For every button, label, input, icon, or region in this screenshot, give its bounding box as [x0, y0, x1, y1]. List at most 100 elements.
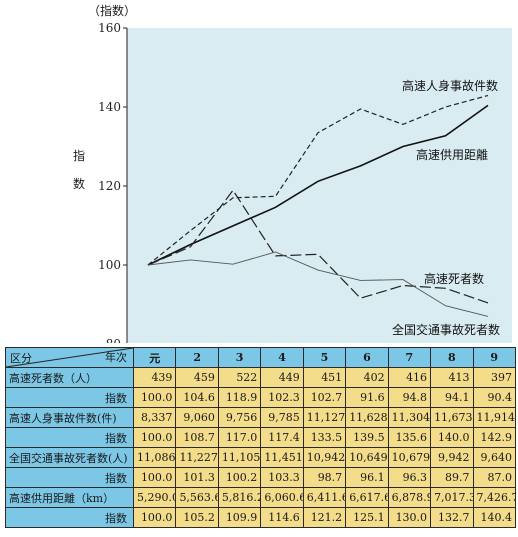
index-cell: 117.0: [217, 427, 262, 448]
index-cell: 104.6: [175, 387, 219, 408]
value-cell: 439: [132, 367, 177, 388]
year-header-cell: 元: [132, 347, 177, 368]
year-header-cell: 6: [345, 347, 389, 368]
plot-area: [127, 28, 512, 343]
value-cell: 11,086: [132, 447, 177, 468]
value-cell: 5,563.6: [175, 487, 219, 508]
table-header-row: 区分 年次元 2 3 4 5 6 7 8 9: [5, 347, 516, 368]
table-row: 全国交通事故死者数(人) 11,086 11,227 11,105 11,451 10,9…: [5, 447, 516, 468]
index-cell: 100.2: [217, 467, 262, 488]
series-label: 全国交通事故死者数: [392, 322, 500, 337]
index-cell: 102.7: [302, 387, 347, 408]
value-cell: 8,337: [132, 407, 177, 428]
index-cell: 121.2: [302, 507, 347, 528]
index-cell: 94.1: [430, 387, 474, 408]
value-cell: 9,942: [430, 447, 474, 468]
index-cell: 87.0: [472, 467, 516, 488]
index-cell: 135.6: [387, 427, 432, 448]
index-cell: 142.9: [472, 427, 516, 448]
index-cell: 89.7: [430, 467, 474, 488]
value-cell: 11,628: [345, 407, 389, 428]
value-cell: 459: [175, 367, 219, 388]
value-cell: 10,942: [302, 447, 347, 468]
value-cell: 5,290.0: [132, 487, 177, 508]
year-header-cell: 5: [302, 347, 347, 368]
year-header-cell: 4: [260, 347, 304, 368]
value-cell: 449: [260, 367, 304, 388]
table-row: 高速供用距離（km） 5,290.0 5,563.6 5,816.2 6,060.6 6,…: [5, 487, 516, 508]
index-cell: 108.7: [175, 427, 219, 448]
value-cell: 522: [217, 367, 262, 388]
value-cell: 402: [345, 367, 389, 388]
corner-label-category: 区分: [10, 352, 32, 365]
index-cell: 140.0: [430, 427, 474, 448]
index-cell: 109.9: [217, 507, 262, 528]
index-cell: 132.7: [430, 507, 474, 528]
value-cell: 10,679: [387, 447, 432, 468]
index-cell: 102.3: [260, 387, 304, 408]
value-cell: 10,649: [345, 447, 389, 468]
value-cell: 9,640: [472, 447, 516, 468]
index-label: 指数: [5, 427, 134, 448]
row-label: 高速供用距離（km）: [5, 487, 134, 508]
row-label: 全国交通事故死者数(人): [5, 447, 134, 468]
value-cell: 6,060.6: [260, 487, 304, 508]
y-axis-title: 指数: [72, 149, 85, 191]
index-cell: 100.0: [132, 387, 177, 408]
series-line-2: [147, 104, 489, 266]
value-cell: 416: [387, 367, 432, 388]
year-header-cell: 2: [175, 347, 219, 368]
value-cell: 11,127: [302, 407, 347, 428]
y-tick-label: 80: [106, 337, 121, 343]
index-cell: 98.7: [302, 467, 347, 488]
value-cell: 11,304: [387, 407, 432, 428]
value-cell: 11,105: [217, 447, 262, 468]
corner-label-year: 年次: [105, 351, 127, 364]
index-cell: 125.1: [345, 507, 389, 528]
index-cell: 90.4: [472, 387, 516, 408]
y-tick-label: 120: [98, 179, 121, 193]
index-cell: 103.3: [260, 467, 304, 488]
y-tick-label: 100: [98, 258, 121, 272]
value-cell: 7,017.3: [430, 487, 474, 508]
series-label: 高速人身事故件数: [402, 78, 498, 93]
index-cell: 100.0: [132, 507, 177, 528]
index-cell: 94.8: [387, 387, 432, 408]
value-cell: 451: [302, 367, 347, 388]
series-line-1: [147, 94, 489, 266]
index-cell: 100.0: [132, 467, 177, 488]
value-cell: 11,673: [430, 407, 474, 428]
value-cell: 6,878.9: [387, 487, 432, 508]
year-header-cell: 8: [430, 347, 474, 368]
value-cell: 9,756: [217, 407, 262, 428]
index-label: 指数: [5, 467, 134, 488]
table-row-index: 指数 100.0 101.3 100.2 103.3 98.7 96.1 96.3 89.7 87…: [5, 467, 516, 488]
y-axis-unit: （指数）: [88, 4, 137, 18]
data-table: 区分 年次元 2 3 4 5 6 7 8 9 高速死者数（人） 439 459 522 449 451 402 4…: [5, 347, 516, 528]
series-line-3: [147, 189, 489, 304]
index-cell: 140.4: [472, 507, 516, 528]
y-tick-label: 160: [98, 21, 121, 35]
index-cell: 96.3: [387, 467, 432, 488]
table-row-index: 指数 100.0 105.2 109.9 114.6 121.2 125.1 130.0 132…: [5, 507, 516, 528]
index-label: 指数: [5, 507, 134, 528]
index-cell: 139.5: [345, 427, 389, 448]
table-corner-cell: 区分 年次: [5, 347, 134, 368]
index-cell: 101.3: [175, 467, 219, 488]
year-header-cell: 3: [217, 347, 262, 368]
table-row: 高速死者数（人） 439 459 522 449 451 402 416 413 397: [5, 367, 516, 388]
index-cell: 105.2: [175, 507, 219, 528]
value-cell: 11,914: [472, 407, 516, 428]
series-label: 高速供用距離: [416, 147, 488, 162]
index-cell: 133.5: [302, 427, 347, 448]
table-row-index: 指数 100.0 104.6 118.9 102.3 102.7 91.6 94.8 94.1 9…: [5, 387, 516, 408]
series-label: 高速死者数: [424, 271, 484, 286]
index-cell: 96.1: [345, 467, 389, 488]
year-header-cell: 7: [387, 347, 432, 368]
index-cell: 100.0: [132, 427, 177, 448]
index-cell: 130.0: [387, 507, 432, 528]
value-cell: 7,426.7: [472, 487, 516, 508]
index-cell: 91.6: [345, 387, 389, 408]
value-cell: 397: [472, 367, 516, 388]
value-cell: 9,060: [175, 407, 219, 428]
